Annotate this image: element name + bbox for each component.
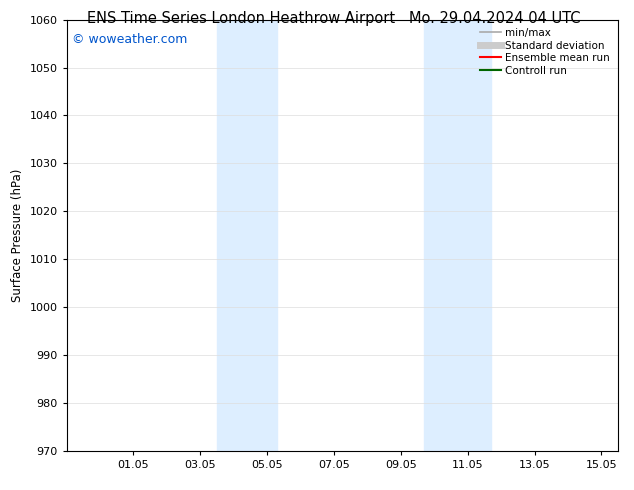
Legend: min/max, Standard deviation, Ensemble mean run, Controll run: min/max, Standard deviation, Ensemble me… xyxy=(477,25,613,79)
Bar xyxy=(424,20,491,451)
Text: Mo. 29.04.2024 04 UTC: Mo. 29.04.2024 04 UTC xyxy=(409,11,580,26)
Text: ENS Time Series London Heathrow Airport: ENS Time Series London Heathrow Airport xyxy=(87,11,395,26)
Text: © woweather.com: © woweather.com xyxy=(72,32,188,46)
Bar xyxy=(217,20,277,451)
Y-axis label: Surface Pressure (hPa): Surface Pressure (hPa) xyxy=(11,169,24,302)
